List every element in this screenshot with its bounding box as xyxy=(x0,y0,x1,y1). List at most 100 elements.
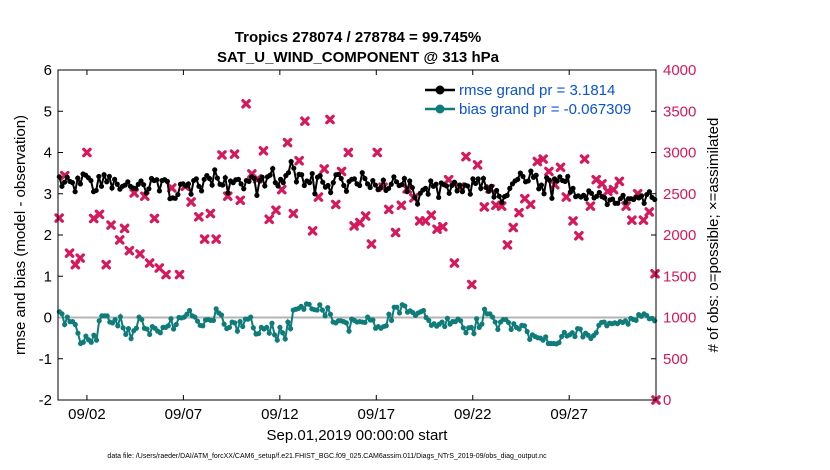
y-tick-label: 4 xyxy=(44,145,52,162)
rmse-point xyxy=(399,182,405,188)
obs-count-marker xyxy=(217,150,227,160)
y-tick-label: 0 xyxy=(44,310,52,327)
rmse-point xyxy=(93,187,99,194)
obs-count-marker xyxy=(514,207,524,218)
rmse-point xyxy=(114,181,120,187)
rmse-point xyxy=(96,173,102,180)
chart-subtitle: SAT_U_WIND_COMPONENT @ 313 hPa xyxy=(217,49,500,66)
obs-count-marker xyxy=(472,160,483,170)
rmse-point xyxy=(143,190,149,196)
bias-point xyxy=(232,320,238,326)
bias-point xyxy=(495,326,501,333)
bias-point xyxy=(543,334,549,340)
y2-axis-label: # of obs: o=possible; ×=assimilated xyxy=(705,118,722,353)
obs-count-marker xyxy=(555,162,566,173)
bias-point xyxy=(386,311,392,317)
rmse-point xyxy=(470,176,476,182)
bias-point xyxy=(319,307,326,313)
rmse-point xyxy=(520,173,526,180)
bias-point xyxy=(234,328,240,334)
rmse-point xyxy=(609,196,616,202)
bias-point xyxy=(625,321,631,327)
rmse-point xyxy=(451,179,458,185)
obs-count-marker xyxy=(82,147,92,158)
bias-point xyxy=(237,319,243,325)
bias-point xyxy=(285,319,291,325)
y-tick-label: 1 xyxy=(44,268,52,285)
rmse-point xyxy=(88,177,94,184)
rmse-point xyxy=(254,192,260,198)
x-tick-label: 09/17 xyxy=(358,406,396,423)
obs-count-marker xyxy=(264,214,275,225)
rmse-point xyxy=(325,182,331,189)
rmse-point xyxy=(106,173,112,180)
rmse-point xyxy=(541,191,547,197)
obs-count-marker xyxy=(479,202,490,212)
rmse-point xyxy=(61,179,68,185)
rmse-point xyxy=(72,189,78,195)
bias-point xyxy=(508,326,514,333)
rmse-point xyxy=(443,183,450,189)
rmse-point xyxy=(251,175,257,182)
obs-count-marker xyxy=(124,245,135,256)
x-tick-label: 09/07 xyxy=(165,406,203,423)
obs-count-marker xyxy=(466,279,477,290)
rmse-point xyxy=(299,172,305,178)
rmse-point xyxy=(359,170,365,176)
bias-point xyxy=(468,324,474,330)
bias-point xyxy=(317,302,323,308)
bias-point xyxy=(165,323,171,329)
rmse-point xyxy=(467,191,473,197)
rmse-point xyxy=(341,182,347,189)
rmse-point xyxy=(483,184,489,191)
rmse-point xyxy=(538,182,545,188)
rmse-point xyxy=(212,167,218,173)
legend-bias-marker xyxy=(435,104,445,114)
obs-count-marker xyxy=(241,99,251,109)
obs-count-marker xyxy=(154,263,165,273)
bias-point xyxy=(144,326,150,332)
bias-point xyxy=(577,326,583,332)
bias-point xyxy=(221,321,227,327)
rmse-point xyxy=(317,173,323,179)
obs-count-marker xyxy=(186,197,196,207)
rmse-point xyxy=(567,189,573,195)
bias-point xyxy=(383,323,389,329)
rmse-point xyxy=(59,183,65,189)
bias-point xyxy=(139,316,145,323)
bias-point xyxy=(306,301,312,307)
bias-point xyxy=(593,330,599,336)
obs-count-marker xyxy=(325,114,335,125)
bias-point xyxy=(186,307,193,314)
rmse-point xyxy=(104,179,110,185)
bias-point xyxy=(117,314,124,320)
rmse-point xyxy=(549,195,555,201)
rmse-point xyxy=(457,182,463,188)
y-tick-label: 5 xyxy=(44,103,52,120)
obs-count-marker xyxy=(343,147,354,158)
bias-point xyxy=(511,321,517,327)
rmse-point xyxy=(133,185,139,191)
rmse-point xyxy=(275,183,281,189)
rmse-point xyxy=(536,186,542,192)
rmse-point xyxy=(146,186,152,192)
obs-count-marker xyxy=(538,154,548,164)
bias-point xyxy=(104,313,110,319)
rmse-point xyxy=(246,178,252,184)
rmse-point xyxy=(478,185,484,191)
rmse-point xyxy=(101,172,107,178)
rmse-point xyxy=(293,179,300,185)
bias-point xyxy=(269,320,275,326)
rmse-point xyxy=(515,176,521,182)
bias-point xyxy=(200,323,206,329)
rmse-point xyxy=(422,185,429,191)
rmse-point xyxy=(330,180,336,186)
rmse-point xyxy=(488,183,494,189)
bias-point xyxy=(492,319,498,325)
bias-point xyxy=(561,329,567,335)
y-tick-label: -1 xyxy=(39,351,52,368)
bias-point xyxy=(133,325,140,331)
rmse-point xyxy=(309,170,315,177)
obs-count-marker xyxy=(614,176,625,187)
rmse-point xyxy=(507,185,513,191)
